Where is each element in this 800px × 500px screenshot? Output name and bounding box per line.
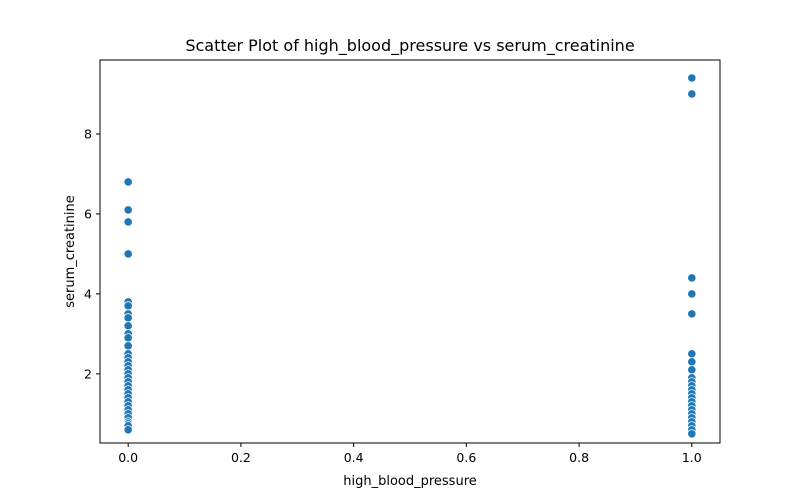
y-tick-label: 8	[84, 126, 92, 141]
y-axis-label: serum_creatinine	[63, 195, 78, 308]
x-tick-label: 0.2	[231, 450, 251, 465]
y-tick-label: 2	[84, 366, 92, 381]
x-axis-label: high_blood_pressure	[343, 474, 477, 489]
data-point	[123, 321, 133, 331]
data-point	[687, 289, 697, 299]
data-point	[687, 73, 697, 83]
data-point	[123, 313, 133, 323]
x-tick-label: 0.4	[344, 450, 364, 465]
data-point	[123, 217, 133, 227]
x-tick-label: 1.0	[682, 450, 702, 465]
y-axis-ticks: 2 4 6 8	[84, 126, 100, 381]
x-axis-ticks: 0.0 0.2 0.4 0.6 0.8 1.0	[118, 443, 702, 465]
data-point	[123, 425, 133, 435]
x-tick-label: 0.0	[118, 450, 138, 465]
data-points	[123, 73, 697, 439]
y-tick-label: 4	[84, 286, 92, 301]
y-tick-label: 6	[84, 206, 92, 221]
data-point	[687, 349, 697, 359]
data-point	[687, 273, 697, 283]
plot-frame	[99, 59, 721, 444]
data-point	[123, 301, 133, 311]
data-point	[687, 309, 697, 319]
data-point	[123, 205, 133, 215]
data-point	[123, 341, 133, 351]
data-point	[123, 249, 133, 259]
data-point	[687, 89, 697, 99]
data-point	[123, 177, 133, 187]
x-tick-label: 0.8	[569, 450, 589, 465]
data-point	[123, 333, 133, 343]
data-point	[687, 365, 697, 375]
data-point	[687, 429, 697, 439]
chart-title: Scatter Plot of high_blood_pressure vs s…	[185, 36, 634, 56]
data-point	[687, 357, 697, 367]
x-tick-label: 0.6	[456, 450, 476, 465]
